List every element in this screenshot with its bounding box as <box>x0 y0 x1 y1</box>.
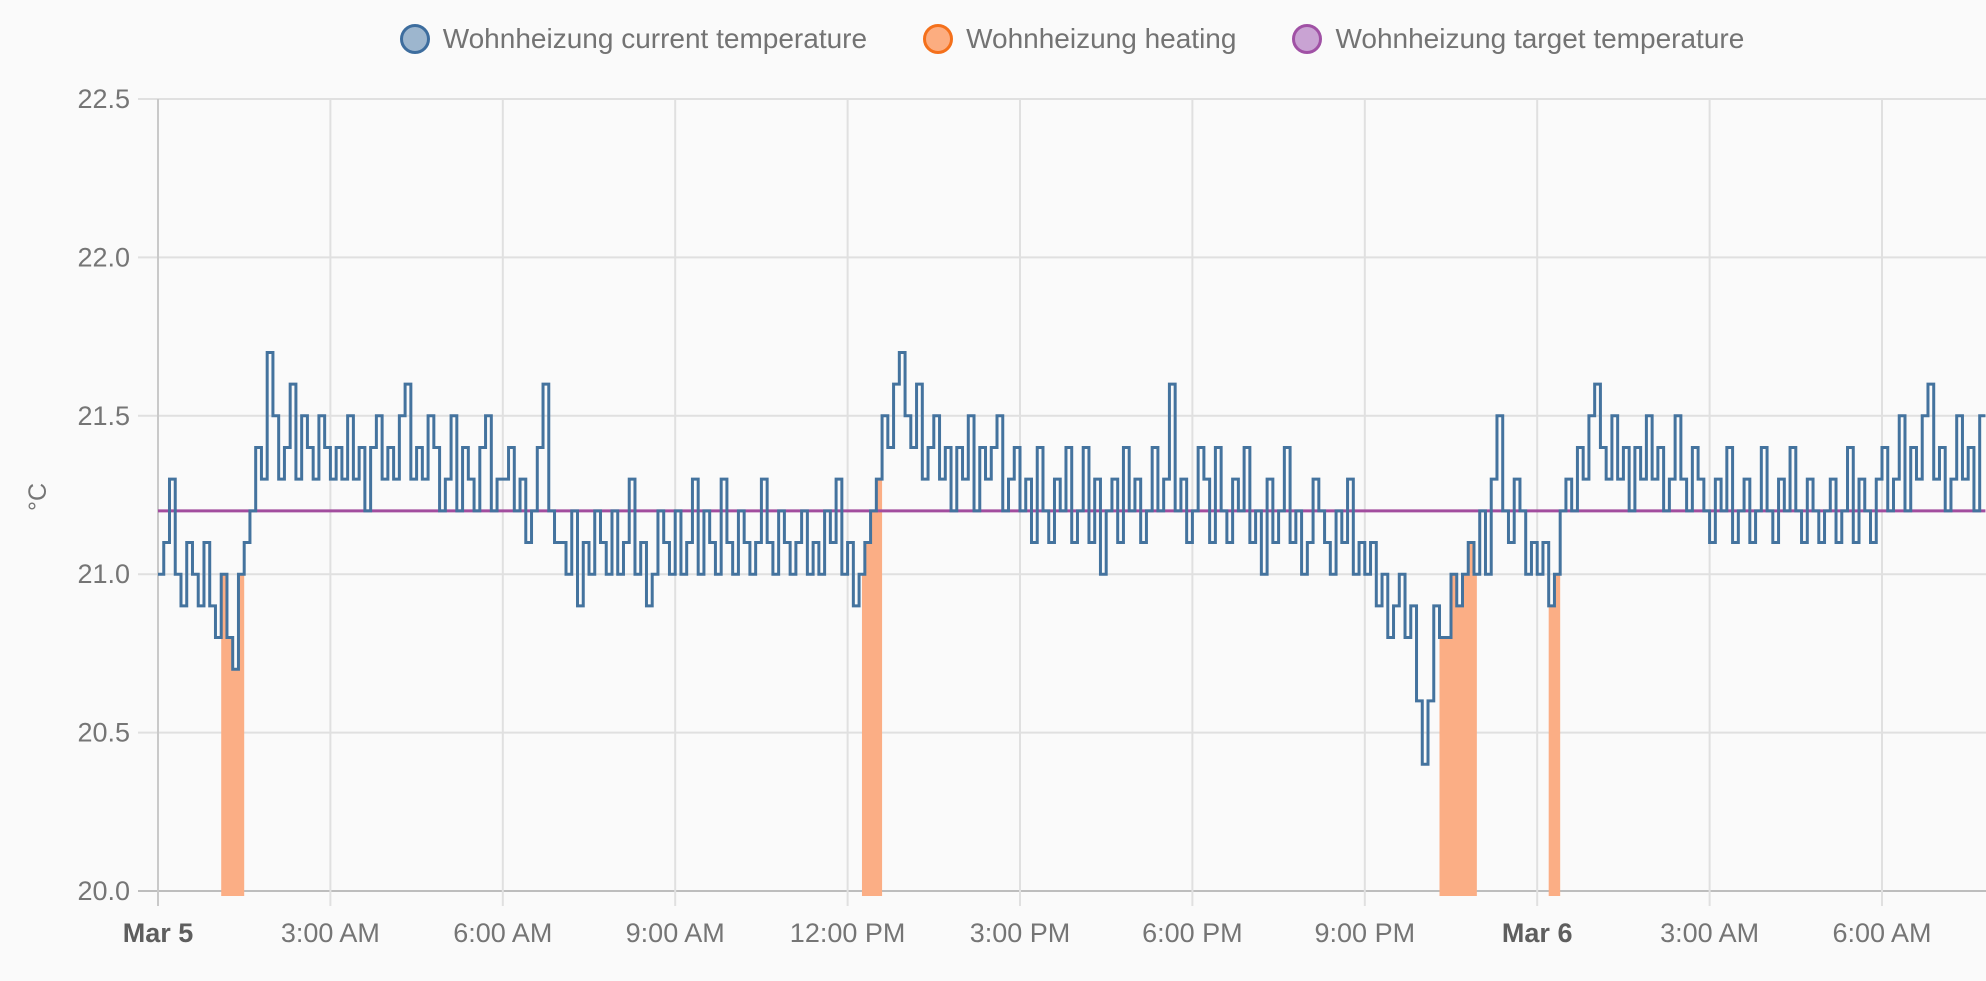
y-tick-label: 21.0 <box>77 559 130 589</box>
x-tick-label: 9:00 AM <box>626 918 725 948</box>
current-temperature-swatch-icon <box>399 24 430 54</box>
y-tick-label: 21.5 <box>77 401 130 431</box>
x-tick-label: 3:00 AM <box>281 918 380 948</box>
legend-label-current-temperature: Wohnheizung current temperature <box>442 23 868 54</box>
x-tick-label: 12:00 PM <box>790 918 906 948</box>
legend-item-current-temperature[interactable]: Wohnheizung current temperature <box>399 23 868 55</box>
legend-item-heating[interactable]: Wohnheizung heating <box>923 23 1236 55</box>
legend-label-target-temperature: Wohnheizung target temperature <box>1335 23 1745 54</box>
heating-swatch-icon <box>923 24 954 54</box>
y-tick-label: 22.0 <box>77 242 130 272</box>
x-tick-label: 3:00 PM <box>970 918 1071 948</box>
heating-on-area <box>1548 542 1561 896</box>
x-tick-label: Mar 6 <box>1502 918 1573 948</box>
y-tick-label: 20.0 <box>77 876 130 906</box>
heating-on-area <box>1439 542 1477 896</box>
x-tick-label: 6:00 AM <box>1832 918 1931 948</box>
heating-on-area <box>221 574 245 896</box>
x-tick-label: 6:00 PM <box>1142 918 1243 948</box>
legend-item-target-temperature[interactable]: Wohnheizung target temperature <box>1292 23 1744 55</box>
heating-on-area <box>861 479 883 896</box>
target-temperature-swatch-icon <box>1292 24 1323 54</box>
y-tick-label: 22.5 <box>77 84 130 114</box>
y-tick-label: 20.5 <box>77 718 130 748</box>
y-axis-unit-label: °C <box>24 483 52 511</box>
x-tick-label: 9:00 PM <box>1315 918 1416 948</box>
x-tick-label: Mar 5 <box>123 918 194 948</box>
current-temperature-line <box>158 350 1986 766</box>
x-tick-label: 6:00 AM <box>453 918 552 948</box>
legend: Wohnheizung current temperature Wohnheiz… <box>158 14 1986 64</box>
x-tick-label: 3:00 AM <box>1660 918 1759 948</box>
legend-label-heating: Wohnheizung heating <box>966 23 1237 54</box>
